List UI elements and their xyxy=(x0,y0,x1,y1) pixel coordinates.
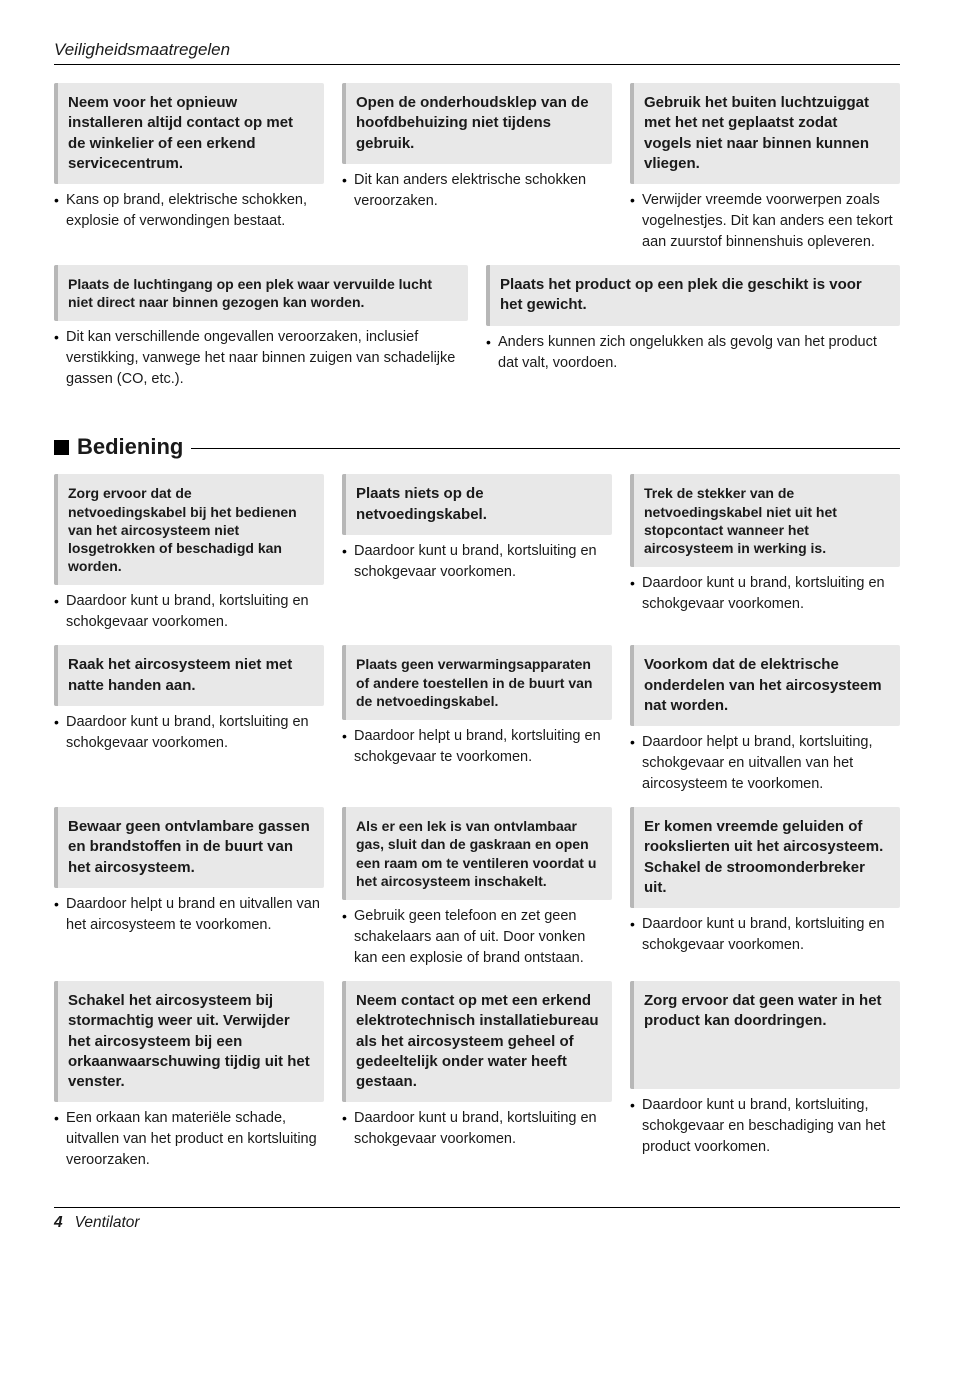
bullet-text: Daardoor kunt u brand, kortsluiting en s… xyxy=(630,914,900,956)
warn-box: Raak het aircosysteem niet met natte han… xyxy=(54,645,324,706)
bullet-text: Verwijder vreemde voorwerpen zoals vogel… xyxy=(630,190,900,253)
mid-col-1: Plaats het product op een plek die gesch… xyxy=(486,265,900,390)
bullet-text: Daardoor helpt u brand, kortsluiting, sc… xyxy=(630,732,900,795)
warn-box: Voorkom dat de elektrische onderdelen va… xyxy=(630,645,900,726)
warn-box: Schakel het aircosysteem bij stormachtig… xyxy=(54,981,324,1102)
bullet-text: Dit kan verschillende ongevallen veroorz… xyxy=(54,327,468,390)
b-col: Neem contact op met een erkend elektrote… xyxy=(342,981,612,1171)
mid-row: Plaats de luchtingang op een plek waar v… xyxy=(54,265,900,390)
b-col: Bewaar geen ontvlambare gassen en brands… xyxy=(54,807,324,969)
bullet-text: Daardoor helpt u brand en uitvallen van … xyxy=(54,894,324,936)
warn-box: Plaats geen verwarmingsapparaten of ande… xyxy=(342,645,612,720)
bullet-text: Daardoor kunt u brand, kortsluiting, sch… xyxy=(630,1095,900,1158)
section-rule xyxy=(191,448,900,449)
b-col: Plaats geen verwarmingsapparaten of ande… xyxy=(342,645,612,795)
top-col-0: Neem voor het opnieuw installeren altijd… xyxy=(54,83,324,253)
bullet-text: Gebruik geen telefoon en zet geen schake… xyxy=(342,906,612,969)
b-col: Zorg ervoor dat de netvoedingskabel bij … xyxy=(54,474,324,633)
warn-box: Trek de stekker van de netvoedingskabel … xyxy=(630,474,900,567)
b-col: Plaats niets op de netvoedingskabel. Daa… xyxy=(342,474,612,633)
warn-box: Als er een lek is van ontvlambaar gas, s… xyxy=(342,807,612,900)
b-row-0: Zorg ervoor dat de netvoedingskabel bij … xyxy=(54,474,900,633)
running-head: Veiligheidsmaatregelen xyxy=(54,40,900,60)
b-col: Raak het aircosysteem niet met natte han… xyxy=(54,645,324,795)
page-number: 4 xyxy=(54,1214,63,1232)
bullet-text: Daardoor kunt u brand, kortsluiting en s… xyxy=(342,1108,612,1150)
b-row-2: Bewaar geen ontvlambare gassen en brands… xyxy=(54,807,900,969)
b-col: Als er een lek is van ontvlambaar gas, s… xyxy=(342,807,612,969)
b-row-1: Raak het aircosysteem niet met natte han… xyxy=(54,645,900,795)
warn-box: Neem contact op met een erkend elektrote… xyxy=(342,981,612,1102)
bullet-text: Kans op brand, elektrische schokken, exp… xyxy=(54,190,324,232)
warn-box: Gebruik het buiten luchtzuiggat met het … xyxy=(630,83,900,184)
bullet-text: Daardoor helpt u brand, kortsluiting en … xyxy=(342,726,612,768)
top-col-1: Open de onderhoudsklep van de hoofdbehui… xyxy=(342,83,612,253)
page-footer: 4 Ventilator xyxy=(54,1214,900,1232)
warn-box: Er komen vreemde geluiden of rookslierte… xyxy=(630,807,900,908)
square-icon xyxy=(54,440,69,455)
warn-box: Plaats de luchtingang op een plek waar v… xyxy=(54,265,468,321)
head-rule xyxy=(54,64,900,65)
top-row: Neem voor het opnieuw installeren altijd… xyxy=(54,83,900,253)
warn-box: Zorg ervoor dat geen water in het produc… xyxy=(630,981,900,1089)
top-col-2: Gebruik het buiten luchtzuiggat met het … xyxy=(630,83,900,253)
bullet-text: Daardoor kunt u brand, kortsluiting en s… xyxy=(54,712,324,754)
page: Veiligheidsmaatregelen Neem voor het opn… xyxy=(0,0,954,1262)
bullet-text: Daardoor kunt u brand, kortsluiting en s… xyxy=(630,573,900,615)
b-row-3: Schakel het aircosysteem bij stormachtig… xyxy=(54,981,900,1171)
section-label: Bediening xyxy=(77,434,183,460)
b-col: Voorkom dat de elektrische onderdelen va… xyxy=(630,645,900,795)
warn-box: Open de onderhoudsklep van de hoofdbehui… xyxy=(342,83,612,164)
warn-box: Neem voor het opnieuw installeren altijd… xyxy=(54,83,324,184)
b-col: Er komen vreemde geluiden of rookslierte… xyxy=(630,807,900,969)
mid-col-0: Plaats de luchtingang op een plek waar v… xyxy=(54,265,468,390)
warn-box: Bewaar geen ontvlambare gassen en brands… xyxy=(54,807,324,888)
bullet-text: Een orkaan kan materiële schade, uitvall… xyxy=(54,1108,324,1171)
footer-caption: Ventilator xyxy=(75,1214,140,1232)
b-col: Trek de stekker van de netvoedingskabel … xyxy=(630,474,900,633)
warn-box: Plaats het product op een plek die gesch… xyxy=(486,265,900,326)
section-title: Bediening xyxy=(54,434,900,460)
warn-box: Plaats niets op de netvoedingskabel. xyxy=(342,474,612,535)
bullet-text: Daardoor kunt u brand, kortsluiting en s… xyxy=(342,541,612,583)
bullet-text: Daardoor kunt u brand, kortsluiting en s… xyxy=(54,591,324,633)
footer-rule xyxy=(54,1207,900,1208)
bullet-text: Dit kan anders elektrische schokken vero… xyxy=(342,170,612,212)
b-col: Zorg ervoor dat geen water in het produc… xyxy=(630,981,900,1171)
bullet-text: Anders kunnen zich ongelukken als gevolg… xyxy=(486,332,900,374)
b-col: Schakel het aircosysteem bij stormachtig… xyxy=(54,981,324,1171)
warn-box: Zorg ervoor dat de netvoedingskabel bij … xyxy=(54,474,324,585)
